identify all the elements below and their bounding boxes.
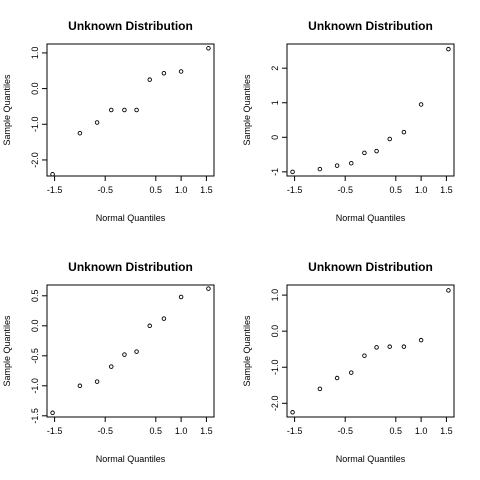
data-point xyxy=(362,150,367,156)
chart-title: Unknown Distribution xyxy=(308,260,433,274)
data-point xyxy=(446,288,451,293)
y-axis-label: Sample Quantiles xyxy=(2,74,12,146)
data-point xyxy=(94,379,100,384)
x-tick-label: 1.0 xyxy=(175,185,188,195)
y-tick-label: -1 xyxy=(270,168,280,176)
data-point xyxy=(387,136,392,142)
y-tick-label: 1.0 xyxy=(30,47,40,60)
data-point xyxy=(134,349,139,354)
qq-plot-panel: Unknown Distribution -1.5 -0.5 0.5 1.0 1.5 -2.… xyxy=(242,260,455,464)
y-tick-label: 0 xyxy=(270,135,280,140)
data-point xyxy=(109,107,114,113)
y-tick-label: -0.5 xyxy=(30,348,40,364)
y-tick-label: -2.0 xyxy=(270,396,280,412)
x-tick-label: 1.5 xyxy=(200,426,213,436)
data-point xyxy=(362,353,367,358)
y-axis-label: Sample Quantiles xyxy=(2,315,12,387)
qq-plot-panel: Unknown Distribution -1.5 -0.5 0.5 1.0 1.5 -1.… xyxy=(2,260,215,464)
qq-plot-panel: Unknown Distribution -1.5 -0.5 0.5 1.0 1.5 -2.… xyxy=(2,19,215,223)
x-tick-label: 0.5 xyxy=(150,185,163,195)
x-tick-label: 0.5 xyxy=(390,185,403,195)
x-tick-label: 1.5 xyxy=(440,185,453,195)
x-tick-label: 0.5 xyxy=(150,426,163,436)
data-point xyxy=(50,171,55,177)
data-point xyxy=(387,344,392,349)
data-point xyxy=(317,166,323,172)
x-tick-label: 1.5 xyxy=(440,426,453,436)
chart-title: Unknown Distribution xyxy=(308,19,433,33)
chart-title: Unknown Distribution xyxy=(68,19,193,33)
y-tick-label: -1.0 xyxy=(30,117,40,133)
data-point xyxy=(374,345,379,350)
x-tick-label: -1.5 xyxy=(47,185,63,195)
data-point xyxy=(374,148,379,154)
data-point xyxy=(206,46,211,51)
plot-frame xyxy=(46,43,215,177)
y-tick-label: 1 xyxy=(270,100,280,105)
data-point xyxy=(109,364,114,369)
x-axis-label: Normal Quantiles xyxy=(96,454,166,464)
x-tick-label: -1.5 xyxy=(287,185,303,195)
y-tick-label: 0.0 xyxy=(30,320,40,333)
x-tick-label: -1.5 xyxy=(47,426,63,436)
qq-plot-panel: Unknown Distribution -1.5 -0.5 0.5 1.0 1.5 -1 0… xyxy=(242,19,455,223)
plot-frame xyxy=(286,43,455,177)
plot-frame xyxy=(46,284,215,418)
y-tick-label: 0.0 xyxy=(30,82,40,95)
data-point xyxy=(50,410,55,416)
data-point xyxy=(161,316,167,321)
y-tick-label: 0.0 xyxy=(270,325,280,338)
y-tick-label: -1.0 xyxy=(270,359,280,375)
y-tick-label: -1.5 xyxy=(30,408,40,424)
data-point xyxy=(77,383,83,389)
data-point xyxy=(178,294,184,300)
y-axis-label: Sample Quantiles xyxy=(242,74,252,146)
chart-title: Unknown Distribution xyxy=(68,260,193,274)
data-point xyxy=(94,120,100,125)
x-tick-label: -0.5 xyxy=(337,426,353,436)
data-point xyxy=(334,163,340,168)
x-tick-label: 1.0 xyxy=(175,426,188,436)
data-point xyxy=(178,69,184,74)
data-point xyxy=(334,375,340,381)
data-point xyxy=(122,107,127,113)
x-axis-label: Normal Quantiles xyxy=(336,213,406,223)
data-point xyxy=(418,337,424,343)
x-axis-label: Normal Quantiles xyxy=(96,213,166,223)
y-tick-label: -1.0 xyxy=(30,378,40,394)
data-point xyxy=(446,46,451,52)
data-point xyxy=(134,107,139,113)
x-tick-label: -1.5 xyxy=(287,426,303,436)
x-tick-label: -0.5 xyxy=(97,426,113,436)
x-tick-label: -0.5 xyxy=(97,185,113,195)
x-tick-label: 1.5 xyxy=(200,185,213,195)
data-point xyxy=(418,102,424,107)
data-point xyxy=(147,323,152,329)
data-point xyxy=(349,160,354,166)
data-point xyxy=(147,77,152,82)
plot-frame xyxy=(286,284,455,418)
x-tick-label: -0.5 xyxy=(337,185,353,195)
y-axis-label: Sample Quantiles xyxy=(242,315,252,387)
data-point xyxy=(161,71,167,76)
data-point xyxy=(349,370,354,375)
x-axis-label: Normal Quantiles xyxy=(336,454,406,464)
data-point xyxy=(290,410,295,415)
y-tick-label: -2.0 xyxy=(30,152,40,168)
data-point xyxy=(290,169,295,175)
data-point xyxy=(401,129,407,135)
x-tick-label: 1.0 xyxy=(415,185,428,195)
data-point xyxy=(206,286,211,291)
y-tick-label: 1.0 xyxy=(270,289,280,302)
y-tick-label: 0.5 xyxy=(30,290,40,303)
data-point xyxy=(122,352,127,357)
data-point xyxy=(317,386,323,392)
y-tick-label: 2 xyxy=(270,66,280,71)
x-tick-label: 0.5 xyxy=(390,426,403,436)
data-point xyxy=(401,344,407,349)
data-point xyxy=(77,130,83,136)
x-tick-label: 1.0 xyxy=(415,426,428,436)
